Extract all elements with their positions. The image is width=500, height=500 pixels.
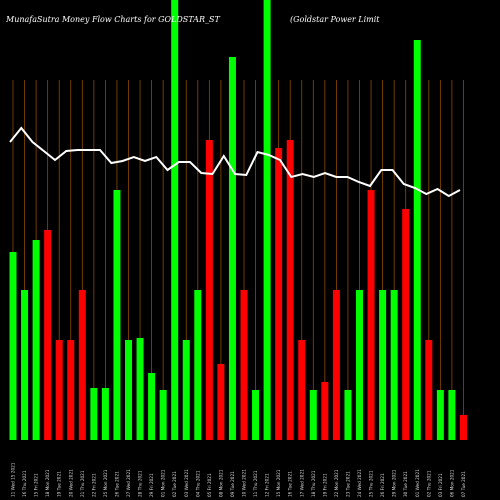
x-tick-label: 02 Tue 2021 (172, 471, 177, 497)
x-tick-label: 19 Fri 2021 (322, 473, 327, 497)
x-tick-label: 21 Thu 2021 (80, 470, 85, 497)
bar-1 (9, 252, 17, 440)
x-tick-label: 27 Wed 2021 (126, 469, 131, 497)
x-tick-label: 20 Wed 2021 (68, 469, 73, 497)
chart-header-left: MunafaSutra Money Flow Charts for GOLDST… (5, 15, 220, 24)
x-tick-label: 09 Tue 2021 (230, 471, 235, 497)
bar-12 (136, 338, 144, 440)
money-flow-line (9, 126, 461, 198)
chart-header-right: (Goldstar Power Limit (290, 15, 380, 24)
x-tick-label: 08 Mon 2021 (218, 469, 223, 497)
bar-6 (67, 340, 75, 440)
x-tick-label: 03 Wed 2021 (184, 469, 189, 497)
bar-13 (148, 373, 156, 440)
x-tick-label: 18 Thu 2021 (311, 470, 316, 497)
bar-26 (298, 340, 306, 440)
x-tick-label: 06 Mon 2021 (449, 469, 454, 497)
bar-14 (159, 390, 167, 440)
x-tick-label: 25 Thu 2021 (369, 470, 374, 497)
x-tick-label: 24 Wed 2021 (357, 469, 362, 497)
x-tick-label: 23 Tue 2021 (345, 471, 350, 497)
x-tick-label: 30 Tue 2021 (403, 471, 408, 497)
bar-28 (321, 382, 329, 440)
x-tick-label: 01 Wed 2021 (415, 469, 420, 497)
x-tick-label: 03 Fri 2021 (438, 473, 443, 497)
x-tick-label: 18 Mon 2021 (45, 469, 50, 497)
x-tick-label: 22 Fri 2021 (91, 473, 96, 497)
bar-36 (413, 40, 421, 440)
x-tick-label: 16 Thu 2021 (22, 470, 27, 497)
bar-8 (90, 388, 98, 440)
bar-10 (113, 190, 121, 440)
bar-20 (228, 57, 236, 440)
x-tick-label: 05 Fri 2021 (207, 473, 212, 497)
x-tick-label: 19 Tue 2021 (57, 471, 62, 497)
bar-4 (44, 230, 52, 440)
x-tick-label: 26 Fri 2021 (380, 473, 385, 497)
x-tick-label: 22 Mon 2021 (334, 469, 339, 497)
bar-2 (21, 290, 29, 440)
x-tick-label: 28 Thu 2021 (138, 470, 143, 497)
x-tick-label: 04 Thu 2021 (195, 470, 200, 497)
x-tick-labels: 11 Wed 15 2021 16 Thu 2021 15 Fri 2021 18 M… (11, 462, 466, 497)
bar-25 (286, 140, 294, 440)
bar-3 (32, 240, 40, 440)
x-tick-label: 01 Mon 2021 (161, 469, 166, 497)
x-tick-label: 02 Thu 2021 (426, 470, 431, 497)
x-tick-label: 26 Tue 2021 (114, 471, 119, 497)
bar-17 (194, 290, 202, 440)
bar-24 (275, 148, 283, 440)
x-tick-label: 15 Fri 2021 (34, 473, 39, 497)
x-tick-label: 29 Fri 2021 (149, 473, 154, 497)
bar-38 (436, 390, 444, 440)
x-tick-label: 17 Wed 2021 (299, 469, 304, 497)
x-tick-label: 10 Wed 2021 (242, 469, 247, 497)
bar-18 (205, 140, 213, 440)
bar-7 (78, 290, 86, 440)
bar-19 (217, 364, 225, 440)
bar-5 (55, 340, 63, 440)
x-tick-label: 12 Fri 2021 (265, 473, 270, 497)
bar-40 (459, 415, 467, 440)
x-tick-label: 15 Mon 2021 (276, 469, 281, 497)
bar-33 (379, 290, 387, 440)
bar-16 (182, 340, 190, 440)
x-tick-label: 11 Wed 15 2021 (11, 462, 16, 497)
bar-27 (309, 390, 317, 440)
bar-30 (344, 390, 352, 440)
bar-34 (390, 290, 398, 440)
bar-22 (252, 390, 260, 440)
money-flow-line-path (9, 126, 461, 198)
x-tick-label: 16 Tue 2021 (288, 471, 293, 497)
bar-23 (263, 0, 271, 440)
bar-37 (425, 340, 433, 440)
bar-9 (101, 388, 109, 440)
bar-29 (332, 290, 340, 440)
bars (9, 0, 467, 440)
bar-15 (171, 0, 179, 440)
bar-31 (356, 290, 363, 440)
x-tick-label: 07 Tue 2021 (461, 471, 466, 497)
x-tick-label: 11 Thu 2021 (253, 470, 258, 497)
bar-35 (402, 209, 410, 440)
bar-39 (448, 390, 456, 440)
x-tick-label: 25 Mon 2021 (103, 469, 108, 497)
x-tick-label: 29 Mon 2021 (392, 469, 397, 497)
bar-32 (367, 190, 375, 440)
bar-11 (125, 340, 132, 440)
bar-21 (240, 290, 248, 440)
